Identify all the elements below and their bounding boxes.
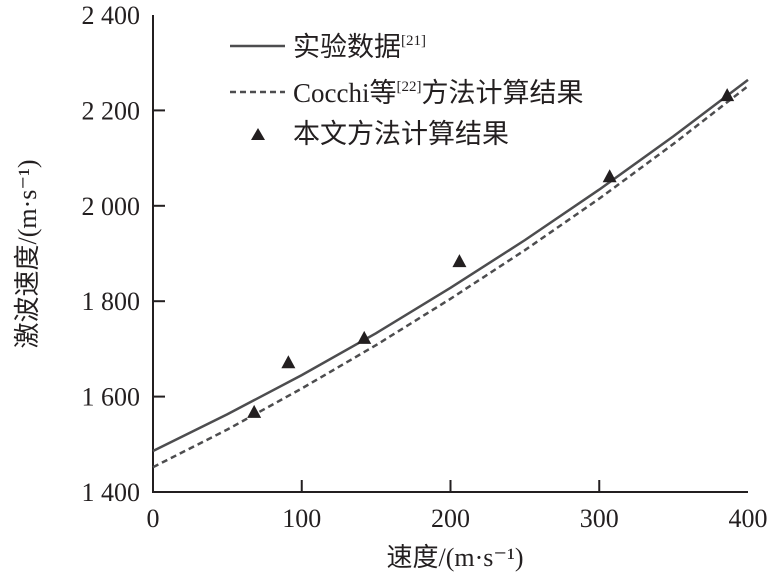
legend-triangle-marker bbox=[251, 128, 265, 140]
data-point-triangle bbox=[452, 254, 467, 268]
y-tick-label: 2 400 bbox=[82, 1, 141, 30]
data-point-triangle bbox=[357, 330, 372, 344]
y-tick-label: 1 600 bbox=[82, 383, 141, 412]
legend: 实验数据[21] Cocchi等[22]方法计算结果 本文方法计算结果 bbox=[230, 32, 583, 149]
data-point-triangle bbox=[281, 355, 296, 369]
experimental-data-line bbox=[152, 78, 749, 453]
x-tick-label: 300 bbox=[580, 504, 619, 533]
y-axis-label: 激波速度/(m·s⁻¹) bbox=[13, 159, 42, 348]
x-tick-label: 200 bbox=[431, 504, 470, 533]
y-tick-label: 2 200 bbox=[82, 96, 141, 125]
x-tick-label: 100 bbox=[282, 504, 321, 533]
y-tick-label: 2 000 bbox=[82, 192, 141, 221]
x-axis-label: 速度/(m·s⁻¹) bbox=[386, 543, 523, 572]
legend-label-this-method: 本文方法计算结果 bbox=[293, 119, 509, 149]
y-tick-label: 1 800 bbox=[82, 287, 141, 316]
data-point-triangle bbox=[602, 169, 617, 183]
x-tick-label: 0 bbox=[147, 504, 160, 533]
x-tick-label: 400 bbox=[729, 504, 768, 533]
data-point-triangle bbox=[720, 88, 735, 102]
legend-label-experiment: 实验数据[21] bbox=[293, 32, 426, 62]
legend-label-cocchi: Cocchi等[22]方法计算结果 bbox=[293, 78, 583, 108]
y-tick-label: 1 400 bbox=[82, 478, 141, 507]
data-point-triangle bbox=[247, 404, 262, 418]
